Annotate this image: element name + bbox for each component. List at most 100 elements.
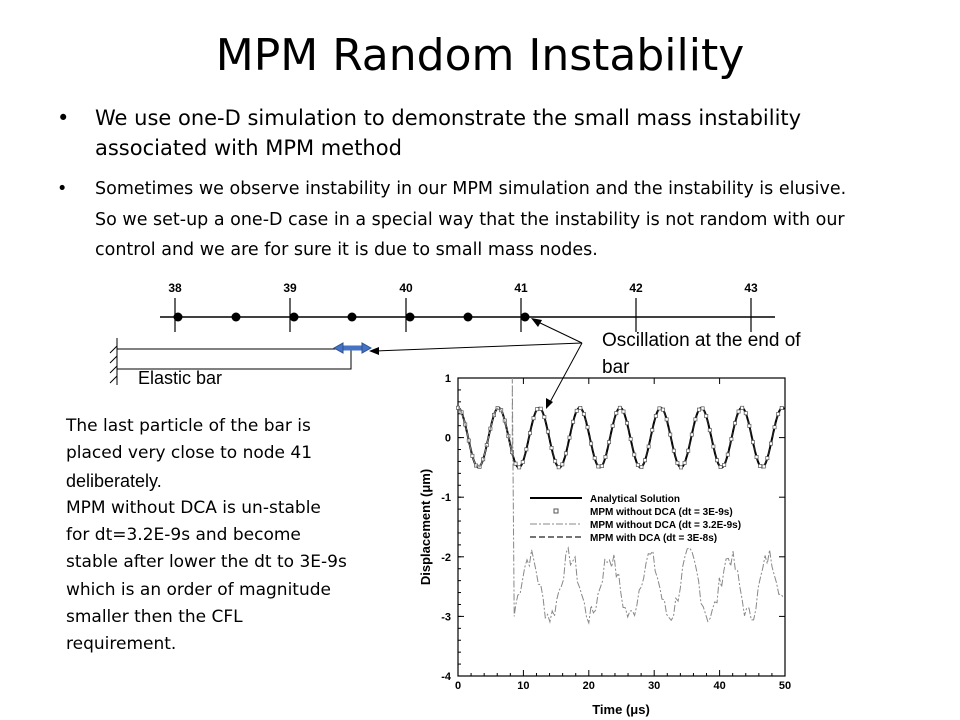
marker-square (535, 407, 540, 412)
marker-square (589, 441, 594, 446)
legend-entry: MPM without DCA (dt = 3.2E-9s) (590, 520, 741, 531)
particle-dot (289, 312, 299, 322)
marker-square (754, 455, 759, 459)
marker-square (747, 423, 752, 428)
bullet-1-text: We use one-D simulation to demonstrate t… (95, 106, 802, 160)
marker-square (610, 423, 615, 428)
marker-square (513, 461, 518, 466)
marker-square (643, 458, 647, 463)
y-tick-label: -4 (441, 671, 452, 683)
marker-square (563, 451, 568, 456)
marker-square (628, 437, 633, 442)
marker-square (596, 464, 601, 469)
bullet-marker: • (57, 106, 70, 130)
marker-square (751, 440, 755, 445)
marker-square (621, 409, 626, 414)
description-text: The last particle of the bar is placed v… (66, 413, 396, 659)
marker-square (599, 464, 604, 468)
marker-square (456, 405, 460, 410)
series-without-dca-3-2e9 (457, 377, 784, 625)
marker-square (700, 406, 705, 411)
marker-square (603, 455, 608, 459)
marker-square (661, 407, 665, 412)
marker-square (625, 421, 630, 426)
x-tick-label: 0 (455, 680, 461, 692)
particle-dot (347, 312, 357, 322)
desc-line-2: placed very close to node 41 (66, 443, 313, 464)
marker-square (657, 406, 662, 411)
marker-square (707, 428, 712, 433)
marker-square (668, 432, 673, 437)
marker-square (689, 432, 694, 437)
desc-line-3: deliberately. (66, 470, 162, 491)
series-without-dca-3e9 (456, 405, 784, 470)
marker-square (686, 448, 691, 453)
marker-square (585, 425, 590, 430)
marker-square (571, 419, 576, 424)
particle-dot (405, 312, 415, 322)
marker-square (567, 435, 572, 440)
node-label: 41 (514, 281, 528, 295)
y-axis-label: Displacement (μm) (418, 469, 433, 585)
marker-square (545, 429, 550, 434)
legend-marker (553, 508, 559, 514)
marker-square (664, 417, 669, 422)
particle-dot (173, 312, 183, 322)
marker-square (736, 409, 741, 414)
marker-square (517, 465, 522, 470)
y-tick-label: -1 (441, 492, 451, 504)
bullet-1: • We use one-D simulation to demonstrate… (57, 103, 855, 163)
marker-square (704, 414, 709, 418)
marker-square (646, 444, 651, 449)
marker-square (542, 415, 547, 420)
marker-square (772, 425, 777, 430)
y-tick-label: 0 (445, 433, 451, 445)
x-tick-label: 40 (713, 680, 725, 692)
node-label: 39 (283, 281, 297, 295)
marker-square (578, 406, 583, 410)
marker-square (607, 440, 612, 445)
marker-square (697, 407, 701, 412)
marker-square (650, 428, 655, 433)
marker-square (758, 464, 763, 468)
marker-square (740, 405, 745, 410)
marker-square (538, 406, 543, 411)
double-arrow (332, 342, 373, 354)
x-axis-label: Time (μs) (592, 702, 650, 717)
x-tick-label: 50 (779, 680, 791, 692)
marker-square (556, 465, 561, 470)
x-tick-label: 30 (648, 680, 660, 692)
marker-square (679, 465, 683, 470)
particle-dot (463, 312, 473, 322)
y-tick-label: -2 (441, 552, 451, 564)
particle-dot (520, 312, 530, 322)
plot-frame (457, 377, 786, 677)
marker-square (671, 448, 676, 453)
callout-arrows (369, 318, 583, 409)
chart-legend: Analytical Solution MPM without DCA (dt =… (530, 494, 741, 544)
marker-square (693, 417, 698, 422)
marker-square (653, 414, 658, 418)
desc-line-7: which is an order of magnitude (66, 579, 331, 600)
marker-square (682, 460, 687, 465)
slide-title: MPM Random Instability (215, 30, 745, 81)
legend-entry: MPM without DCA (dt = 3E-9s) (590, 507, 733, 518)
marker-square (635, 463, 640, 467)
marker-square (779, 406, 784, 410)
marker-square (592, 456, 597, 461)
particle-dot (231, 312, 241, 322)
marker-square (574, 408, 579, 413)
marker-square (531, 416, 536, 421)
desc-line-8: smaller then the CFL (66, 607, 243, 628)
elastic-bar-label: Elastic bar (138, 368, 223, 388)
marker-square (614, 411, 619, 416)
node-label: 38 (168, 281, 182, 295)
desc-line-5: for dt=3.2E-9s and become (66, 525, 301, 546)
marker-square (617, 405, 622, 410)
marker-square (718, 465, 723, 470)
marker-square (761, 464, 766, 469)
marker-square (729, 437, 734, 442)
desc-line-1: The last particle of the bar is (66, 416, 311, 436)
y-tick-label: 1 (445, 373, 451, 385)
